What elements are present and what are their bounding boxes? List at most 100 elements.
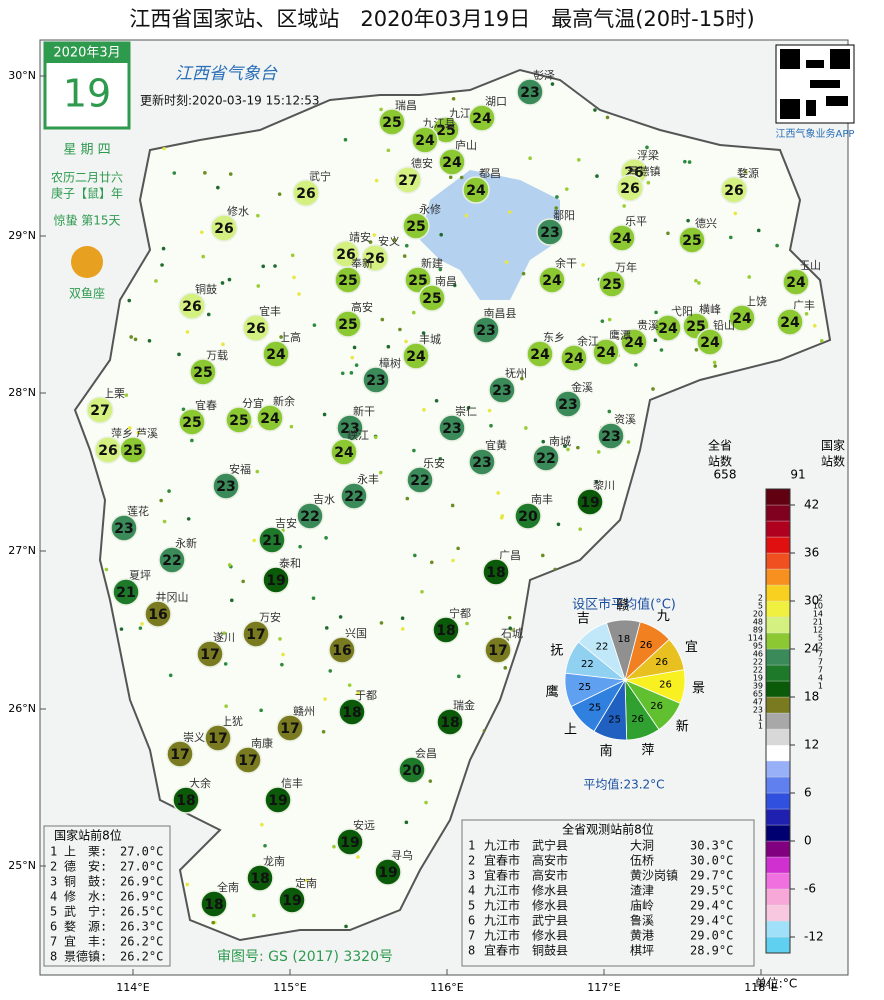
- colorbar-tick-label: 6: [804, 786, 812, 800]
- national-top-cell: 宜 丰:: [64, 934, 107, 949]
- station-value: 19: [378, 865, 397, 881]
- station-value: 23: [216, 479, 235, 495]
- station-name: 瑞金: [453, 698, 475, 712]
- nat-label: 国家: [821, 438, 845, 453]
- station-dot: [412, 448, 416, 453]
- pie-value: 25: [589, 703, 602, 714]
- station-dot: [448, 175, 453, 180]
- station-dot: [556, 522, 561, 527]
- colorbar-segment: [765, 488, 791, 506]
- station-dot: [605, 115, 610, 120]
- cal-term: 惊蛰 第15天: [53, 213, 120, 228]
- station-value: 19: [268, 793, 287, 809]
- station-marker: [597, 422, 625, 450]
- station-name: 南丰: [531, 493, 553, 506]
- pie-value: 26: [659, 680, 672, 691]
- station-value: 26: [336, 247, 355, 263]
- station-dot: [373, 435, 378, 440]
- province-top-cell: 棋坪: [630, 944, 654, 958]
- station-marker: [654, 314, 682, 342]
- colorbar-segment: [765, 648, 791, 666]
- station-value: 24: [700, 335, 720, 351]
- national-top-cell: 27.0°C: [120, 860, 163, 874]
- station-dot: [422, 407, 426, 412]
- colorbar-frame: [765, 488, 791, 954]
- colorbar-segment: [765, 728, 791, 746]
- station-name: 鄱阳: [553, 209, 575, 222]
- station-value: 23: [492, 383, 511, 399]
- all-count: 46: [753, 650, 763, 659]
- station-value: 26: [98, 443, 117, 459]
- province-top-box: [461, 819, 755, 967]
- province-top-cell: 黄沙岗镇: [630, 869, 678, 883]
- station-name: 德兴: [695, 216, 717, 230]
- station-dot: [424, 800, 428, 805]
- station-dot: [104, 567, 109, 572]
- station-value: 25: [682, 233, 701, 249]
- station-dot: [347, 683, 352, 687]
- station-name: 景德镇: [628, 164, 661, 178]
- station-value: 24: [786, 275, 806, 291]
- station-name: 彭泽: [533, 68, 555, 82]
- station-dot: [438, 456, 443, 461]
- station-dot: [160, 263, 164, 267]
- colorbar-segment: [765, 712, 791, 730]
- national-top-cell: 27.0°C: [120, 845, 163, 859]
- national-top-cell: 26.2°C: [120, 935, 163, 949]
- station-dot: [321, 730, 326, 734]
- station-marker: [598, 270, 626, 298]
- station-value: 24: [624, 335, 644, 351]
- province-top-cell: 宜春市: [484, 868, 520, 883]
- station-dot: [439, 232, 443, 237]
- station-name: 于都: [355, 689, 377, 702]
- lon-label: 114°E: [116, 981, 149, 994]
- station-dot: [133, 337, 138, 342]
- station-marker: [436, 708, 464, 736]
- station-dot: [136, 430, 141, 435]
- station-dot: [804, 311, 809, 316]
- station-marker: [212, 472, 240, 500]
- station-value: 17: [208, 731, 227, 747]
- station-dot: [380, 317, 385, 322]
- station-value: 17: [238, 753, 257, 769]
- all-count: 47: [753, 698, 763, 707]
- station-name: 鹰潭: [609, 328, 631, 342]
- station-name: 安远: [353, 818, 375, 832]
- nat-count: 12: [813, 626, 823, 635]
- station-dot: [733, 211, 738, 216]
- station-dot: [563, 444, 567, 449]
- pie-label: 宜: [685, 640, 698, 655]
- national-top-cell: 6: [50, 920, 57, 934]
- station-dot: [464, 213, 469, 218]
- station-value: 25: [408, 273, 427, 289]
- colorbar-tick-label: -6: [804, 882, 816, 896]
- station-value: 27: [90, 403, 109, 419]
- station-dot: [279, 335, 283, 339]
- station-name: 赣州: [293, 704, 315, 718]
- station-value: 19: [340, 835, 359, 851]
- station-dot: [323, 697, 327, 701]
- app-caption: 江西气象业务APP: [776, 127, 855, 140]
- province-top-cell: 29.5°C: [690, 884, 733, 898]
- station-name: 余干: [555, 256, 577, 270]
- all-count: 65: [753, 690, 763, 699]
- station-marker: [378, 108, 406, 136]
- station-name: 广昌: [499, 549, 521, 562]
- province-top-cell: 宜春市: [484, 853, 520, 868]
- all-count: 23: [753, 706, 763, 715]
- station-dot: [356, 691, 360, 695]
- station-dot: [280, 662, 284, 667]
- nat-count: 5: [818, 634, 823, 643]
- cal-month: 2020年3月: [53, 46, 120, 61]
- station-name: 余江: [577, 334, 599, 348]
- station-name: 南康: [251, 736, 273, 750]
- station-value: 24: [466, 183, 486, 199]
- pie-label: 鹰: [546, 684, 559, 700]
- station-value: 21: [116, 585, 135, 601]
- province-top-cell: 九江市: [484, 928, 520, 943]
- station-name: 奉新: [351, 256, 373, 270]
- nat-count: 21: [813, 618, 823, 627]
- station-dot: [263, 843, 267, 848]
- station-dot: [378, 470, 383, 475]
- station-dot: [241, 579, 245, 584]
